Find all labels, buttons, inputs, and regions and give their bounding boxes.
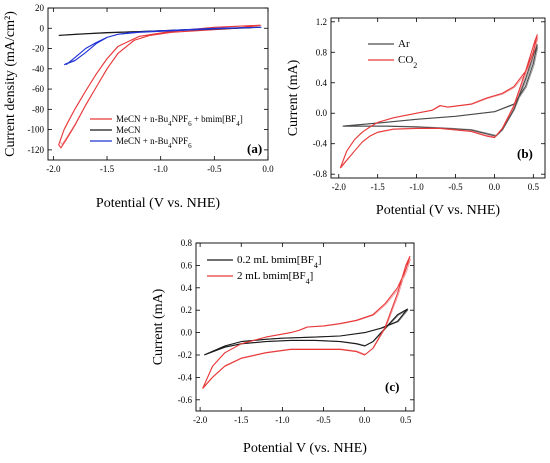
x-axis-label: Potential (V vs. NHE) [96,196,221,211]
y-tick-label: -0.4 [178,372,193,382]
plot-frame [47,7,269,161]
legend-label: MeCN + n-Bu4NPF6 + bmim[BF4] [116,114,243,128]
x-axis-label: Potential V (vs. NHE) [243,441,367,456]
y-tick-label: -100 [28,125,45,135]
y-axis-label: Current density (mA/cm²) [3,11,18,157]
x-tick-label: 0.0 [489,182,501,192]
legend-label: 0.2 mL bmim[BF4] [237,254,322,270]
x-tick-label: -2.0 [193,415,208,425]
series-line [65,26,262,65]
series-line [59,24,262,145]
legend-label: MeCN + n-Bu4NPF6 [116,136,192,150]
y-tick-label: -0.4 [313,139,328,149]
panel-label: (a) [247,141,262,156]
y-tick-label: -0.2 [178,350,192,360]
x-tick-label: 0.0 [359,415,371,425]
panel-label: (c) [385,379,399,394]
legend-label: 2 mL bmim[BF4] [237,270,313,286]
y-tick-label: -60 [32,84,44,94]
y-tick-label: 0.8 [181,238,193,248]
y-tick-label: -40 [32,64,44,74]
x-tick-label: 0.5 [528,182,540,192]
y-tick-label: -20 [32,44,44,54]
x-tick-label: -0.5 [207,164,222,174]
y-tick-label: 0.0 [316,108,328,118]
y-tick-label: -0.8 [313,169,328,179]
chart-panel-c: -2.0 -1.5 -1.0 -0.5 0.0 0.5 -0.6 -0.4 -0.2 0.0 0.2… [151,238,415,456]
y-tick-label: 0.4 [181,283,193,293]
x-tick-label: -2.0 [46,164,61,174]
y-axis-label: Current (mA) [286,59,301,136]
y-tick-label: 0.0 [181,328,193,338]
x-tick-label: -1.0 [275,415,290,425]
series-line [343,46,539,136]
x-tick-label: -0.5 [316,415,331,425]
legend-label: CO2 [398,54,417,70]
x-tick-label: 0.5 [400,415,412,425]
y-axis-label: Current (mA) [151,288,166,365]
y-tick-label: 0.4 [316,78,328,88]
series-line [203,308,408,356]
x-tick-label: -1.0 [409,182,424,192]
series-line [339,34,538,169]
x-axis-label: Potential (V vs. NHE) [376,203,501,218]
chart-panel-a: -2.0 -1.5 -1.0 -0.5 0.0 -120 -100 -80 -60 -40 -20 0… [3,3,274,211]
plot-frame [195,242,415,412]
series-line [203,258,412,388]
x-tick-label: -0.5 [448,182,463,192]
legend-label: MeCN [116,125,141,135]
x-tick-label: -1.0 [154,164,169,174]
x-tick-label: -2.0 [332,182,347,192]
y-tick-label: -80 [32,104,44,114]
series-line [340,36,539,167]
chart-panel-b: -2.0 -1.5 -1.0 -0.5 0.0 0.5 -0.8 -0.4 0.0 0.4 0.8 1… [286,17,546,218]
y-tick-label: 0.2 [181,305,192,315]
y-tick-label: 20 [35,3,45,13]
y-tick-label: 0.8 [316,47,328,57]
x-tick-label: -1.5 [100,164,115,174]
y-tick-label: 0.6 [181,260,193,270]
series-line [204,309,409,355]
plot-frame [330,17,546,179]
y-tick-label: -120 [28,145,45,155]
series-line [58,24,261,149]
panel-label: (b) [517,146,533,161]
x-tick-label: -1.5 [234,415,249,425]
x-tick-label: -1.5 [371,182,386,192]
x-tick-label: 0.0 [262,164,274,174]
y-tick-label: -0.6 [178,395,193,405]
legend-label: Ar [398,38,410,50]
y-tick-label: 0 [40,23,45,33]
y-tick-label: 1.2 [316,17,327,27]
